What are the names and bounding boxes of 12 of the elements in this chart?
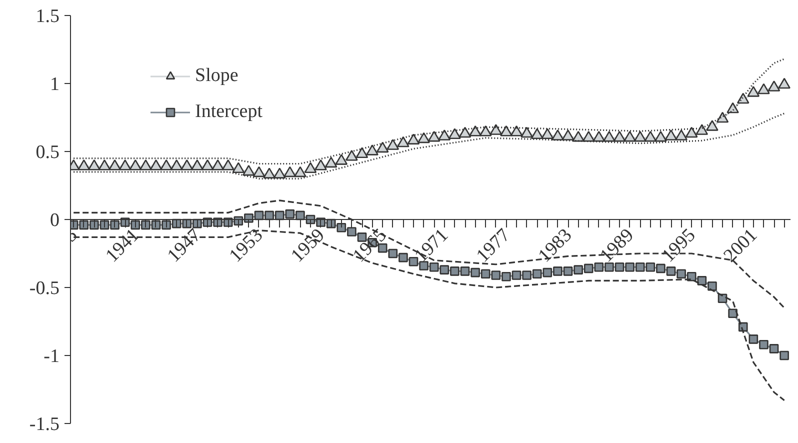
legend-label: Slope — [195, 65, 238, 87]
y-tick-label: 0 — [50, 210, 60, 231]
y-tick-label: -0.5 — [29, 278, 60, 299]
x-tick-label: 1971 — [410, 224, 453, 266]
y-tick-label: 1.5 — [36, 6, 60, 27]
y-tick-label: -1 — [44, 346, 60, 367]
x-tick-label: 1941 — [102, 224, 144, 266]
line-series — [72, 230, 786, 402]
legend-label: Intercept — [195, 101, 263, 123]
y-tick-label: -1.5 — [29, 414, 60, 435]
y-tick-label: 1 — [50, 74, 60, 95]
y-tick-label: 0.5 — [36, 142, 60, 163]
